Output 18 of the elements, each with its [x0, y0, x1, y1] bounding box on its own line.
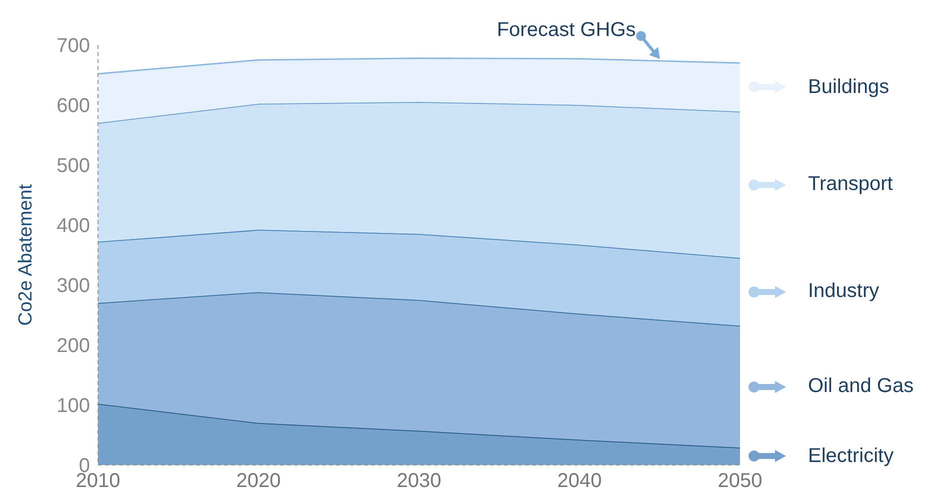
- legend-label: Oil and Gas: [808, 375, 914, 398]
- y-tick-label: 700: [56, 35, 90, 58]
- legend-label: Industry: [808, 280, 880, 304]
- y-tick-label: 200: [56, 335, 90, 358]
- x-tick-label: 2040: [557, 470, 602, 492]
- y-tick-label: 100: [56, 395, 90, 418]
- y-tick-label: 500: [56, 155, 90, 178]
- x-tick-label: 2030: [396, 470, 442, 492]
- legend-label: Buildings: [808, 76, 890, 99]
- x-tick-label: 2050: [718, 470, 762, 492]
- legend-label: Electricity: [808, 444, 894, 468]
- y-tick-label: 600: [56, 95, 90, 118]
- y-tick-label: 400: [56, 215, 90, 238]
- legend-label: Transport: [808, 173, 893, 196]
- y-tick-label: 300: [56, 275, 90, 298]
- annotation: Forecast GHGs: [496, 18, 636, 42]
- y-axis-title: Co2e Abatement: [16, 184, 37, 326]
- x-tick-label: 2020: [236, 470, 281, 492]
